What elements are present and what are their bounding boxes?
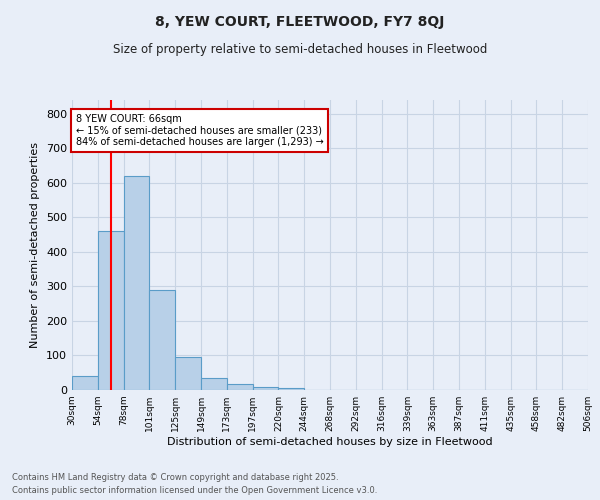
Text: Contains HM Land Registry data © Crown copyright and database right 2025.: Contains HM Land Registry data © Crown c… xyxy=(12,474,338,482)
Bar xyxy=(201,378,227,390)
Text: Size of property relative to semi-detached houses in Fleetwood: Size of property relative to semi-detach… xyxy=(113,42,487,56)
Y-axis label: Number of semi-detached properties: Number of semi-detached properties xyxy=(31,142,40,348)
Bar xyxy=(72,376,98,390)
Bar xyxy=(278,388,304,390)
X-axis label: Distribution of semi-detached houses by size in Fleetwood: Distribution of semi-detached houses by … xyxy=(167,437,493,447)
Bar xyxy=(227,384,253,390)
Bar xyxy=(149,290,175,390)
Text: Contains public sector information licensed under the Open Government Licence v3: Contains public sector information licen… xyxy=(12,486,377,495)
Text: 8, YEW COURT, FLEETWOOD, FY7 8QJ: 8, YEW COURT, FLEETWOOD, FY7 8QJ xyxy=(155,15,445,29)
Bar xyxy=(253,386,278,390)
Text: 8 YEW COURT: 66sqm
← 15% of semi-detached houses are smaller (233)
84% of semi-d: 8 YEW COURT: 66sqm ← 15% of semi-detache… xyxy=(76,114,323,147)
Bar xyxy=(175,357,201,390)
Bar xyxy=(98,231,124,390)
Bar xyxy=(124,176,149,390)
